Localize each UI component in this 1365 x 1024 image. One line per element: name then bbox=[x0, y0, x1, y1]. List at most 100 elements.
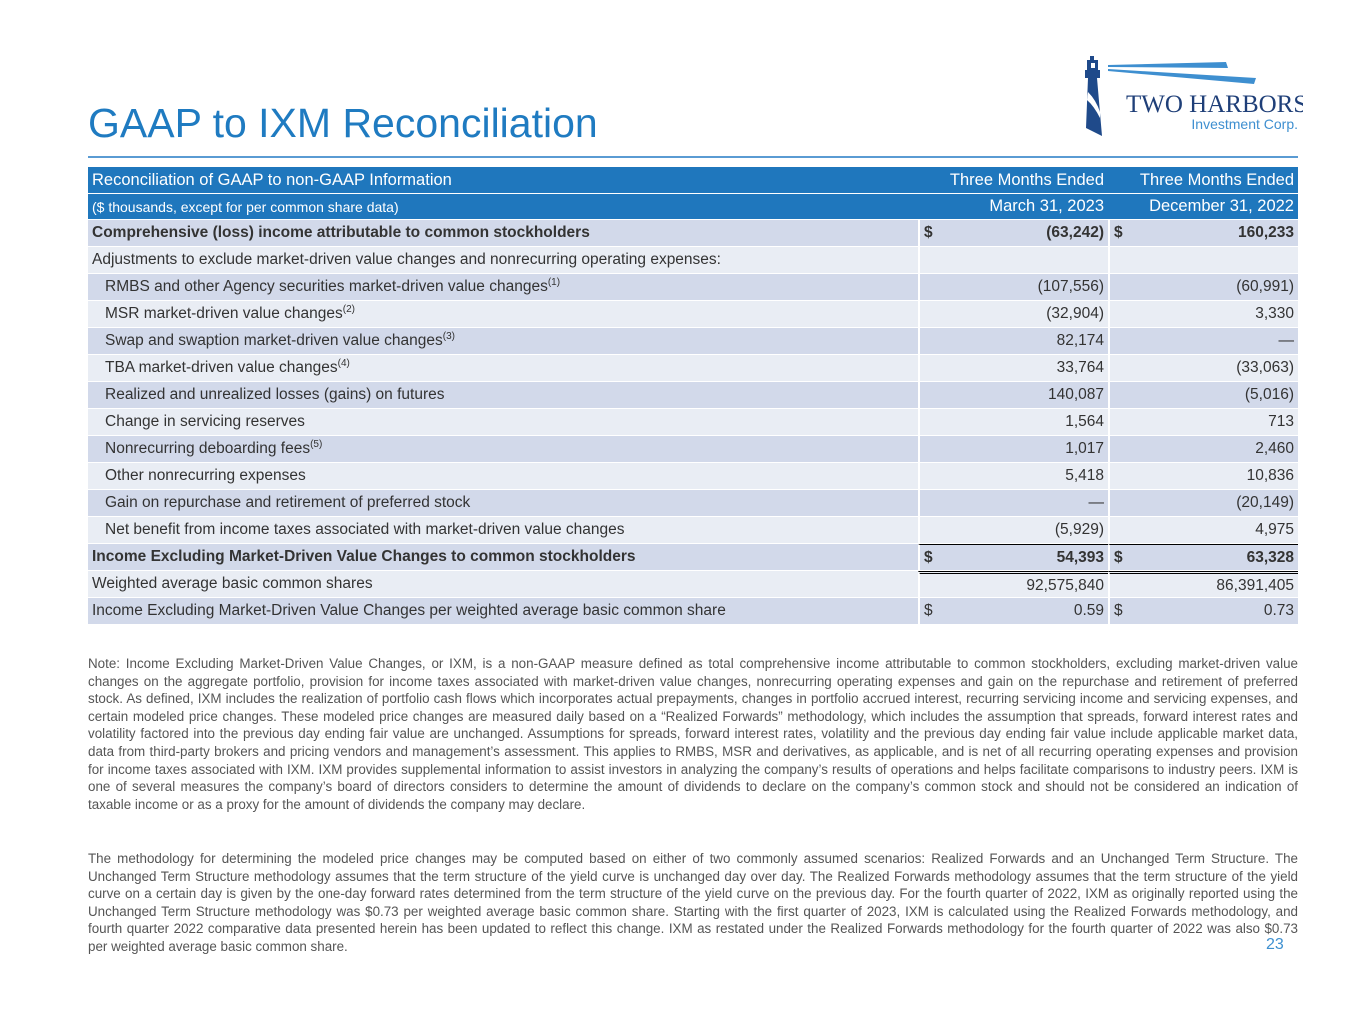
row-label: Net benefit from income taxes associated… bbox=[105, 521, 625, 538]
value: 5,418 bbox=[1065, 467, 1104, 484]
value-q4-2022: $160,233 bbox=[1108, 220, 1298, 247]
table-row: MSR market-driven value changes(2) (32,90… bbox=[88, 301, 1298, 328]
col-header-q1-2023: Three Months Ended bbox=[918, 167, 1108, 194]
table-row: Weighted average basic common shares 92,5… bbox=[88, 571, 1298, 598]
row-label-cell: Income Excluding Market-Driven Value Cha… bbox=[88, 598, 918, 625]
value-q4-2022: $63,328 bbox=[1108, 544, 1298, 571]
table-row: Swap and swaption market-driven value ch… bbox=[88, 328, 1298, 355]
value-q1-2023: (107,556) bbox=[918, 274, 1108, 301]
value-q1-2023 bbox=[918, 247, 1108, 274]
value-q1-2023: $ (63,242) bbox=[918, 220, 1108, 247]
value: (32,904) bbox=[1046, 305, 1104, 322]
svg-text:TWO HARBORS: TWO HARBORS bbox=[1126, 91, 1303, 118]
footnote-ref: (4) bbox=[337, 358, 350, 370]
col-date-q4-2022: December 31, 2022 bbox=[1108, 194, 1298, 220]
currency-symbol: $ bbox=[924, 548, 933, 566]
row-label-cell: Net benefit from income taxes associated… bbox=[88, 517, 918, 544]
row-label-cell: Change in servicing reserves bbox=[88, 409, 918, 436]
value-q1-2023: — bbox=[918, 490, 1108, 517]
reconciliation-table: Reconciliation of GAAP to non-GAAP Infor… bbox=[88, 167, 1298, 625]
table-row: Net benefit from income taxes associated… bbox=[88, 517, 1298, 544]
value: — bbox=[1088, 494, 1105, 511]
value: 92,575,840 bbox=[1026, 576, 1104, 594]
table-row: Gain on repurchase and retirement of pre… bbox=[88, 490, 1298, 517]
row-label-cell: Weighted average basic common shares bbox=[88, 571, 918, 598]
table-row: TBA market-driven value changes(4) 33,764… bbox=[88, 355, 1298, 382]
row-label: MSR market-driven value changes bbox=[105, 305, 343, 323]
currency-symbol: $ bbox=[1114, 602, 1123, 619]
value-q4-2022: (5,016) bbox=[1108, 382, 1298, 409]
row-label-cell: Income Excluding Market-Driven Value Cha… bbox=[88, 544, 918, 571]
value: 3,330 bbox=[1255, 305, 1294, 322]
title-divider bbox=[88, 156, 1298, 158]
value: 1,564 bbox=[1065, 413, 1104, 430]
footnote-ref: (1) bbox=[547, 277, 561, 289]
table-header-row: Reconciliation of GAAP to non-GAAP Infor… bbox=[88, 167, 1298, 194]
value-q4-2022: $0.73 bbox=[1108, 598, 1298, 625]
row-label-cell: Swap and swaption market-driven value ch… bbox=[88, 328, 918, 355]
value: 0.59 bbox=[1073, 602, 1104, 619]
col-date-q1-2023: March 31, 2023 bbox=[918, 194, 1108, 220]
value: 160,233 bbox=[1237, 224, 1294, 241]
value: 1,017 bbox=[1065, 440, 1104, 457]
value: (5,016) bbox=[1244, 386, 1294, 403]
page-number: 23 bbox=[1266, 936, 1284, 953]
footnote-ref: (5) bbox=[310, 439, 323, 451]
value-q1-2023: 33,764 bbox=[918, 355, 1108, 382]
two-harbors-logo: TWO HARBORS Investment Corp. bbox=[1078, 52, 1307, 142]
value-q4-2022: 4,975 bbox=[1108, 517, 1298, 544]
value-q4-2022: 10,836 bbox=[1108, 463, 1298, 490]
row-label: Gain on repurchase and retirement of pre… bbox=[105, 494, 471, 511]
value-q4-2022: (33,063) bbox=[1108, 355, 1298, 382]
note-paragraph-methodology: The methodology for determining the mode… bbox=[88, 851, 1298, 954]
svg-text:Investment Corp.: Investment Corp. bbox=[1191, 116, 1298, 132]
row-label: Income Excluding Market-Driven Value Cha… bbox=[92, 548, 636, 565]
table-row: Nonrecurring deboarding fees(5) 1,017 2,46… bbox=[88, 436, 1298, 463]
value: (107,556) bbox=[1037, 278, 1104, 295]
value-q4-2022: 713 bbox=[1108, 409, 1298, 436]
value: 0.73 bbox=[1263, 602, 1294, 619]
value: 140,087 bbox=[1047, 386, 1104, 403]
row-label: Weighted average basic common shares bbox=[92, 575, 373, 592]
value: 63,328 bbox=[1246, 548, 1294, 566]
value: (33,063) bbox=[1236, 359, 1294, 376]
value: 713 bbox=[1268, 413, 1294, 430]
value-q1-2023: $0.59 bbox=[918, 598, 1108, 625]
table-row: Comprehensive (loss) income attributable… bbox=[88, 220, 1298, 247]
value-q4-2022: (60,991) bbox=[1108, 274, 1298, 301]
row-label: Change in servicing reserves bbox=[105, 413, 305, 430]
table-title: Reconciliation of GAAP to non-GAAP Infor… bbox=[88, 167, 918, 194]
value-q1-2023: 140,087 bbox=[918, 382, 1108, 409]
page-title: GAAP to IXM Reconciliation bbox=[88, 100, 598, 146]
row-label: Other nonrecurring expenses bbox=[105, 467, 306, 484]
value: (60,991) bbox=[1236, 278, 1294, 295]
row-label: Swap and swaption market-driven value ch… bbox=[105, 332, 443, 350]
value-q1-2023: 1,017 bbox=[918, 436, 1108, 463]
row-label-cell: Adjustments to exclude market-driven val… bbox=[88, 247, 918, 274]
value: (20,149) bbox=[1236, 494, 1294, 511]
footnote-ref: (2) bbox=[342, 304, 356, 316]
row-label: Income Excluding Market-Driven Value Cha… bbox=[92, 602, 726, 619]
value-q4-2022: 2,460 bbox=[1108, 436, 1298, 463]
row-label-cell: Realized and unrealized losses (gains) o… bbox=[88, 382, 918, 409]
value: 54,393 bbox=[1056, 548, 1104, 566]
table-row: Income Excluding Market-Driven Value Cha… bbox=[88, 598, 1298, 625]
value: 82,174 bbox=[1056, 332, 1104, 349]
footnote-ref: (3) bbox=[442, 331, 455, 343]
currency-symbol: $ bbox=[924, 224, 933, 241]
row-label-cell: Other nonrecurring expenses bbox=[88, 463, 918, 490]
value-q1-2023: (5,929) bbox=[918, 517, 1108, 544]
value: 86,391,405 bbox=[1216, 576, 1294, 594]
row-label: Nonrecurring deboarding fees bbox=[105, 440, 311, 458]
value: (63,242) bbox=[1046, 224, 1104, 241]
currency-symbol: $ bbox=[1114, 224, 1123, 241]
table-row: Other nonrecurring expenses 5,418 10,836 bbox=[88, 463, 1298, 490]
table-row: Change in servicing reserves 1,564 713 bbox=[88, 409, 1298, 436]
table-units: ($ thousands, except for per common shar… bbox=[88, 194, 918, 220]
table-row: RMBS and other Agency securities market-… bbox=[88, 274, 1298, 301]
table-row: Income Excluding Market-Driven Value Cha… bbox=[88, 544, 1298, 571]
table-subheader-row: ($ thousands, except for per common shar… bbox=[88, 194, 1298, 220]
row-label-cell: MSR market-driven value changes(2) bbox=[88, 301, 918, 328]
value: 33,764 bbox=[1056, 359, 1104, 376]
value-q4-2022 bbox=[1108, 247, 1298, 274]
